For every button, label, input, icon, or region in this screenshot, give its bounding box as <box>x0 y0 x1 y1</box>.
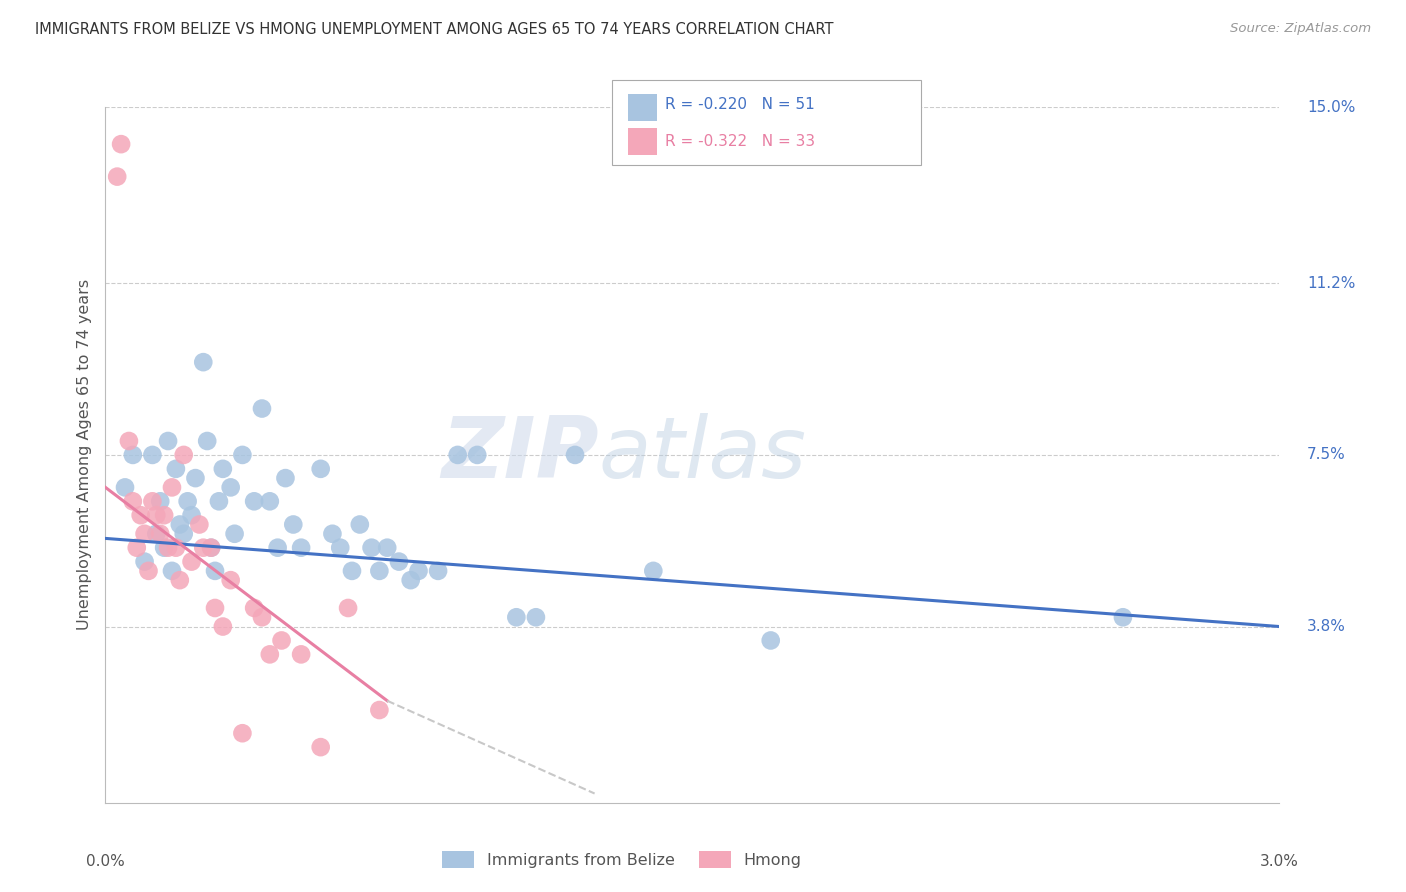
Point <box>180 508 202 523</box>
Point <box>465 448 488 462</box>
Point <box>176 494 198 508</box>
Text: 7.5%: 7.5% <box>1306 448 1346 462</box>
Point <box>211 462 233 476</box>
Y-axis label: Unemployment Among Ages 65 to 74 years: Unemployment Among Ages 65 to 74 years <box>76 279 91 631</box>
Point <box>173 526 195 541</box>
Point <box>134 555 156 569</box>
Text: 11.2%: 11.2% <box>1306 276 1355 291</box>
Point <box>759 633 782 648</box>
Point <box>643 564 665 578</box>
Point <box>259 494 281 508</box>
Point <box>399 573 422 587</box>
Point <box>165 462 187 476</box>
Point <box>118 434 141 448</box>
Point <box>368 703 391 717</box>
Point <box>134 526 156 541</box>
Point <box>290 648 312 662</box>
Legend: Immigrants from Belize, Hmong: Immigrants from Belize, Hmong <box>436 845 808 875</box>
Text: R = -0.322   N = 33: R = -0.322 N = 33 <box>665 134 815 149</box>
Point <box>368 564 391 578</box>
Point <box>329 541 352 555</box>
Point <box>309 740 332 755</box>
Point <box>188 517 211 532</box>
Point <box>266 541 288 555</box>
Point <box>360 541 382 555</box>
Point <box>160 564 183 578</box>
Point <box>145 526 167 541</box>
Point <box>160 480 183 494</box>
Text: Source: ZipAtlas.com: Source: ZipAtlas.com <box>1230 22 1371 36</box>
Point <box>340 564 363 578</box>
Point <box>270 633 292 648</box>
Point <box>169 573 191 587</box>
Text: 0.0%: 0.0% <box>86 854 125 869</box>
Point <box>337 601 360 615</box>
Point <box>193 541 215 555</box>
Point <box>243 494 266 508</box>
Point <box>231 448 253 462</box>
Text: 3.8%: 3.8% <box>1306 619 1346 634</box>
Point <box>388 555 411 569</box>
Point <box>408 564 430 578</box>
Point <box>219 573 242 587</box>
Point <box>200 541 222 555</box>
Point <box>250 610 273 624</box>
Point <box>290 541 312 555</box>
Point <box>349 517 371 532</box>
Point <box>138 564 160 578</box>
Point <box>259 648 281 662</box>
Point <box>204 601 226 615</box>
Point <box>231 726 253 740</box>
Point <box>564 448 586 462</box>
Point <box>184 471 207 485</box>
Text: atlas: atlas <box>599 413 807 497</box>
Point <box>219 480 242 494</box>
Point <box>200 541 222 555</box>
Point <box>321 526 343 541</box>
Point <box>157 434 180 448</box>
Point <box>224 526 246 541</box>
Point <box>149 494 172 508</box>
Text: IMMIGRANTS FROM BELIZE VS HMONG UNEMPLOYMENT AMONG AGES 65 TO 74 YEARS CORRELATI: IMMIGRANTS FROM BELIZE VS HMONG UNEMPLOY… <box>35 22 834 37</box>
Text: 15.0%: 15.0% <box>1306 100 1355 114</box>
Point <box>427 564 450 578</box>
Point <box>153 541 176 555</box>
Point <box>283 517 305 532</box>
Point <box>141 494 163 508</box>
Point <box>250 401 273 416</box>
Text: 3.0%: 3.0% <box>1260 854 1299 869</box>
Point <box>145 508 167 523</box>
Point <box>121 448 143 462</box>
Point <box>524 610 547 624</box>
Point <box>195 434 218 448</box>
Point <box>105 169 128 184</box>
Point <box>446 448 468 462</box>
Point <box>157 541 180 555</box>
Point <box>180 555 202 569</box>
Point <box>505 610 527 624</box>
Point <box>1112 610 1135 624</box>
Point <box>125 541 148 555</box>
Point <box>193 355 215 369</box>
Point <box>243 601 266 615</box>
Point <box>309 462 332 476</box>
Point <box>208 494 231 508</box>
Point <box>110 137 132 152</box>
Text: ZIP: ZIP <box>441 413 599 497</box>
Point <box>169 517 191 532</box>
Point <box>173 448 195 462</box>
Point <box>274 471 297 485</box>
Point <box>129 508 152 523</box>
Text: R = -0.220   N = 51: R = -0.220 N = 51 <box>665 96 815 112</box>
Point <box>153 508 176 523</box>
Point <box>114 480 136 494</box>
Point <box>121 494 143 508</box>
Point <box>165 541 187 555</box>
Point <box>141 448 163 462</box>
Point <box>375 541 398 555</box>
Point <box>204 564 226 578</box>
Point <box>211 619 233 633</box>
Point <box>149 526 172 541</box>
